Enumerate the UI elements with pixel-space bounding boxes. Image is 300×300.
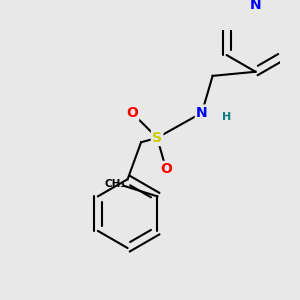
Text: H: H: [222, 112, 232, 122]
Text: O: O: [126, 106, 138, 120]
Text: N: N: [250, 0, 261, 12]
Text: CH₃: CH₃: [105, 179, 126, 189]
Text: N: N: [196, 106, 208, 120]
Text: O: O: [160, 162, 172, 176]
Text: S: S: [152, 131, 162, 145]
